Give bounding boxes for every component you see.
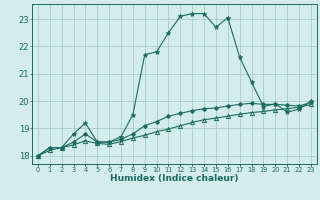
X-axis label: Humidex (Indice chaleur): Humidex (Indice chaleur)	[110, 174, 239, 183]
